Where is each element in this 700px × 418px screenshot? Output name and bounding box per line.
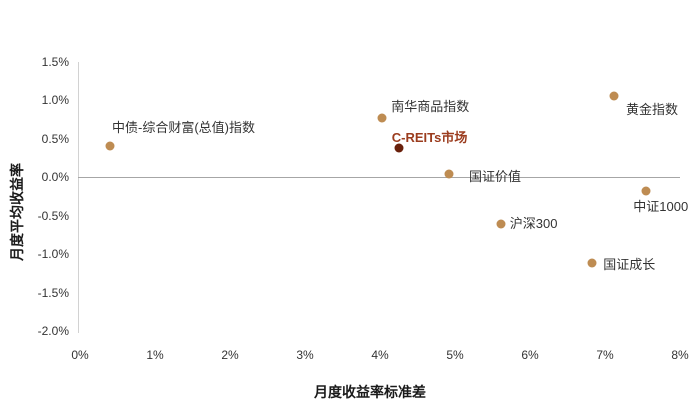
x-tick-label: 6% bbox=[521, 348, 539, 362]
data-point bbox=[587, 258, 597, 268]
x-axis-title: 月度收益率标准差 bbox=[314, 384, 426, 400]
y-tick-label: -1.0% bbox=[37, 247, 69, 262]
point-label: C-REITs市场 bbox=[391, 130, 468, 146]
zero-gridline bbox=[77, 176, 680, 179]
x-tick-label: 5% bbox=[446, 348, 464, 362]
y-tick-label: 1.5% bbox=[41, 55, 69, 69]
data-point bbox=[496, 219, 506, 229]
x-tick-label: 8% bbox=[671, 348, 689, 362]
point-label: 国证价值 bbox=[469, 169, 522, 185]
x-tick-label: 1% bbox=[146, 348, 164, 362]
x-tick-label: 2% bbox=[221, 348, 239, 362]
y-tick-label: -2.0% bbox=[37, 324, 69, 338]
y-tick-label: 0.5% bbox=[41, 131, 69, 146]
point-label: 中证1000 bbox=[633, 199, 689, 215]
point-label: 中债-综合财富(总值)指数 bbox=[112, 119, 255, 135]
data-point bbox=[394, 143, 404, 153]
data-point bbox=[609, 91, 619, 101]
data-point bbox=[377, 113, 387, 123]
x-tick-label: 7% bbox=[596, 348, 614, 362]
y-tick-label: -1.5% bbox=[37, 285, 69, 300]
x-tick-label: 0% bbox=[71, 348, 89, 362]
y-tick-label: 0.0% bbox=[41, 170, 69, 185]
point-label: 沪深300 bbox=[509, 216, 558, 232]
data-point bbox=[105, 141, 115, 151]
y-axis-title: 月度平均收益率 bbox=[9, 163, 25, 261]
point-label: 国证成长 bbox=[603, 257, 656, 273]
x-tick-label: 3% bbox=[296, 348, 314, 362]
y-axis-line bbox=[77, 62, 79, 333]
y-tick-label: 1.0% bbox=[41, 93, 69, 108]
data-point bbox=[641, 186, 651, 196]
data-point bbox=[444, 169, 454, 179]
x-tick-label: 4% bbox=[371, 348, 389, 362]
point-label: 黄金指数 bbox=[626, 101, 679, 117]
point-label: 南华商品指数 bbox=[391, 99, 470, 115]
y-tick-label: -0.5% bbox=[37, 208, 69, 223]
